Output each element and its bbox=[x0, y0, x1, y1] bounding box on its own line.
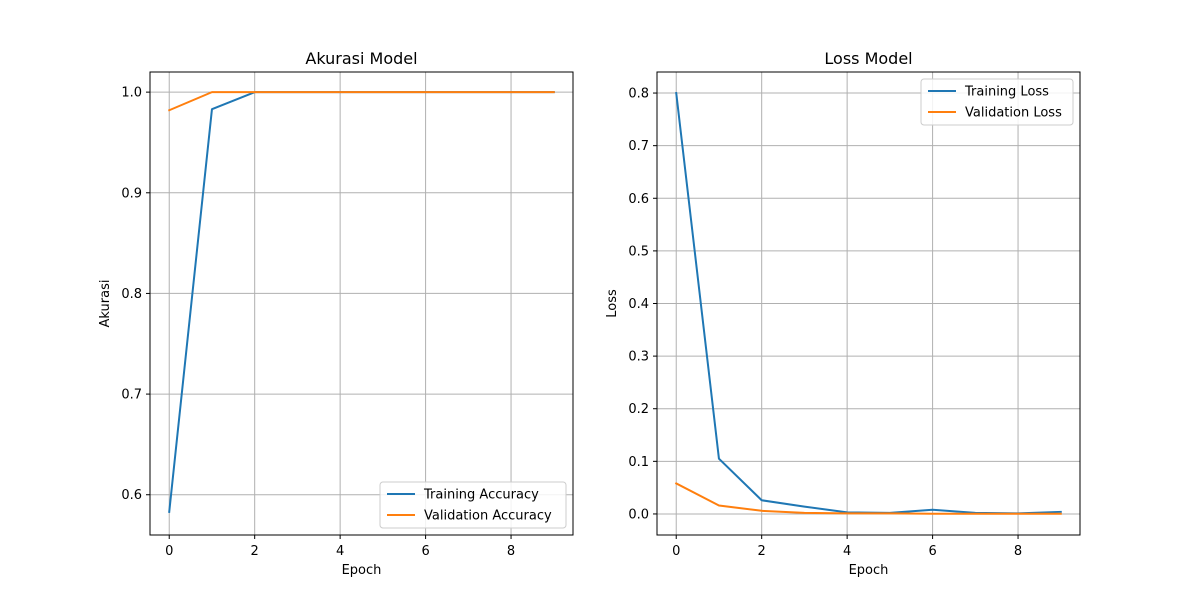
accuracy-x-tick-label: 8 bbox=[507, 544, 515, 559]
accuracy-x-tick-label: 2 bbox=[251, 544, 259, 559]
loss-legend-box bbox=[920, 78, 1074, 126]
training-accuracy-legend-label: Training Accuracy bbox=[423, 488, 539, 503]
accuracy-x-axis-label: Epoch bbox=[342, 563, 382, 578]
accuracy-y-tick-label: 0.7 bbox=[121, 388, 142, 403]
accuracy-x-tick-label: 0 bbox=[165, 544, 173, 559]
validation-accuracy-legend-label: Validation Accuracy bbox=[424, 509, 552, 524]
validation-loss-legend-label: Validation Loss bbox=[965, 106, 1062, 121]
loss-y-tick-label: 0.4 bbox=[628, 297, 649, 312]
accuracy-legend: Training Accuracy Validation Accuracy bbox=[379, 481, 567, 529]
loss-x-tick-label: 2 bbox=[758, 544, 766, 559]
loss-y-tick-label: 0.3 bbox=[628, 350, 649, 365]
loss-y-tick-label: 0.1 bbox=[628, 455, 649, 470]
loss-y-tick-label: 0.7 bbox=[628, 139, 649, 154]
accuracy-plot-frame bbox=[149, 71, 574, 536]
accuracy-legend-box bbox=[379, 481, 567, 529]
validation-accuracy-line bbox=[167, 91, 555, 112]
accuracy-chart-title: Akurasi Model bbox=[305, 49, 417, 68]
accuracy-y-tick-label: 0.6 bbox=[121, 488, 142, 503]
loss-x-axis-label: Epoch bbox=[849, 563, 889, 578]
accuracy-y-tick-label: 1.0 bbox=[121, 86, 142, 101]
validation-loss-line bbox=[674, 482, 1062, 515]
training-loss-legend-label: Training Loss bbox=[964, 85, 1049, 100]
accuracy-chart: 0 2 4 6 8 0.6 0.7 0.8 0.9 1.0 Akurasi Model Epoch Ak… bbox=[98, 49, 574, 578]
loss-chart-title: Loss Model bbox=[824, 49, 912, 68]
accuracy-x-tick-label: 6 bbox=[421, 544, 429, 559]
loss-y-tick-label: 0.8 bbox=[628, 87, 649, 102]
accuracy-y-tick-label: 0.8 bbox=[121, 287, 142, 302]
loss-x-tick-label: 4 bbox=[843, 544, 851, 559]
accuracy-y-tick-label: 0.9 bbox=[121, 186, 142, 201]
loss-legend: Training Loss Validation Loss bbox=[920, 78, 1074, 126]
loss-chart: 0 2 4 6 8 0.0 0.1 0.2 0.3 0.4 0.5 0.6 0.7 0.8 Loss Mod… bbox=[605, 49, 1081, 578]
loss-y-tick-label: 0.0 bbox=[628, 507, 649, 522]
loss-y-tick-label: 0.5 bbox=[628, 244, 649, 259]
loss-y-axis-label: Loss bbox=[605, 289, 620, 318]
loss-y-tick-label: 0.6 bbox=[628, 192, 649, 207]
loss-x-tick-label: 8 bbox=[1014, 544, 1022, 559]
accuracy-x-tick-label: 4 bbox=[336, 544, 344, 559]
loss-x-tick-label: 6 bbox=[928, 544, 936, 559]
loss-x-tick-label: 0 bbox=[672, 544, 680, 559]
loss-y-tick-label: 0.2 bbox=[628, 402, 649, 417]
accuracy-y-axis-label: Akurasi bbox=[98, 280, 113, 328]
